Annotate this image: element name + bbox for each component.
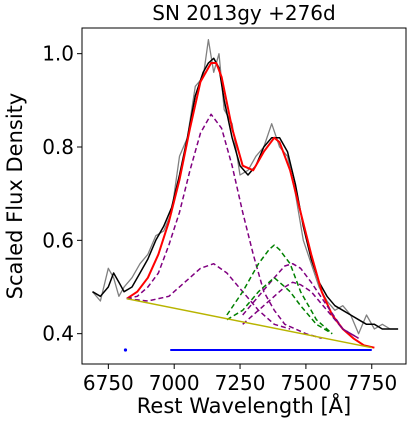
- series-line-7: [226, 244, 333, 335]
- plot-frame: [81, 27, 407, 365]
- series-layer: [92, 39, 399, 349]
- y-tick-label: 0.8: [42, 135, 74, 159]
- x-tick-label: 7000: [149, 371, 200, 395]
- series-line-1: [92, 57, 399, 330]
- y-tick-label: 0.6: [42, 228, 74, 252]
- series-line-4: [126, 262, 291, 330]
- x-tick-label: 7250: [215, 371, 266, 395]
- y-axis-label: Scaled Flux Density: [3, 93, 27, 300]
- series-line-6: [242, 281, 359, 339]
- series-line-8: [226, 276, 333, 335]
- series-line-5: [242, 262, 359, 339]
- x-axis-label: Rest Wavelength [Å]: [137, 392, 351, 418]
- x-tick-label: 6750: [83, 371, 134, 395]
- marker-layer: [123, 348, 372, 352]
- series-line-3: [126, 113, 322, 340]
- y-tick-label: 1.0: [42, 42, 74, 66]
- x-axis: 6750 7000 7250 7500 7750: [83, 364, 397, 395]
- y-axis: 0.4 0.6 0.8 1.0: [42, 42, 82, 346]
- x-tick-label: 7750: [346, 371, 397, 395]
- x-tick-label: 7500: [280, 371, 331, 395]
- y-tick-label: 0.4: [42, 322, 74, 346]
- series-line-2: [126, 62, 375, 349]
- series-line-9: [126, 297, 372, 349]
- chart-title: SN 2013gy +276d: [152, 1, 335, 25]
- blue-marker-point: [123, 348, 128, 352]
